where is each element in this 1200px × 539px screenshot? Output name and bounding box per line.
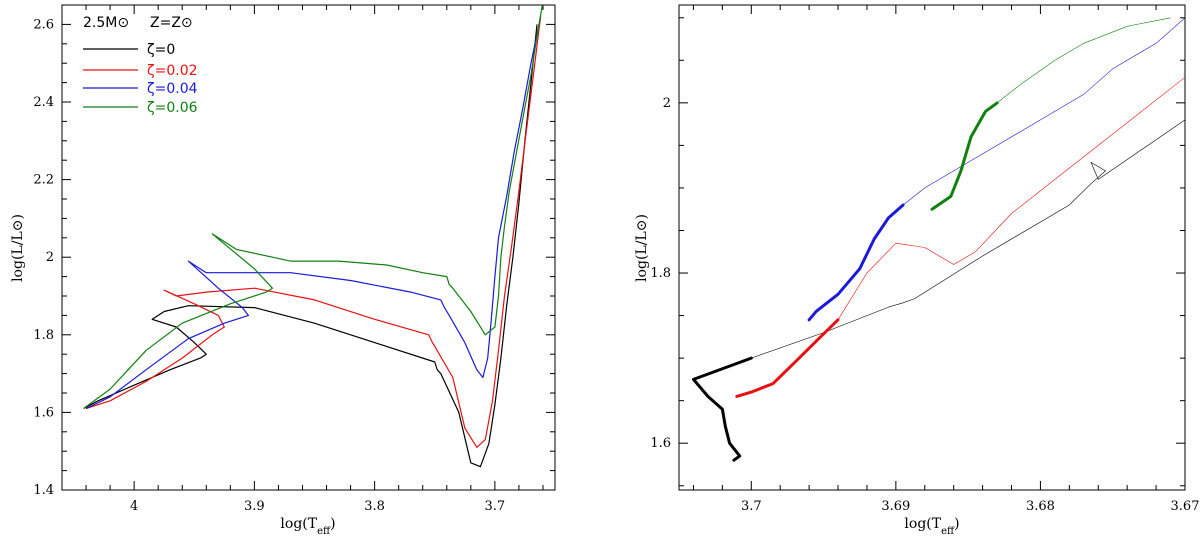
y-tick-label: 2.2 <box>33 173 54 188</box>
right-x-axis-title: log(Teff) <box>904 516 959 537</box>
y-tick-label: 1.8 <box>650 266 671 281</box>
left-panel-hr-diagram: 4 3.9 3.8 3.71.41.61.822.22.42.6 log(Teff) … <box>10 4 556 537</box>
x-tick-label: 3.8 <box>364 499 385 514</box>
series-line-2 <box>85 16 542 410</box>
series-line-1 <box>736 77 1185 397</box>
legend-label-zeta0: ζ=0 <box>147 42 175 58</box>
y-tick-label: 2 <box>663 96 671 111</box>
left-series-lines <box>83 5 543 468</box>
left-y-axis-title: log(L/L⊙) <box>10 214 26 282</box>
series-line-1 <box>85 16 542 448</box>
right-panel-zoom: 3.7 3.69 3.68 3.67 1.6 1.8 2 log(Teff) log(L/L… <box>634 4 1199 537</box>
y-tick-label: 2 <box>46 250 54 265</box>
x-tick-label: 3.68 <box>1026 499 1055 514</box>
x-tick-label: 3.7 <box>485 499 506 514</box>
right-plot-frame <box>678 4 1186 491</box>
legend-header-mass: 2.5M⊙ <box>83 15 129 31</box>
left-plot-frame <box>61 4 556 491</box>
y-tick-label: 1.6 <box>33 405 54 420</box>
left-x-axis-title: log(Teff) <box>280 516 335 537</box>
y-tick-label: 1.4 <box>33 483 54 498</box>
legend-label-zeta004: ζ=0.04 <box>147 81 198 97</box>
x-tick-label: 3.9 <box>244 499 265 514</box>
left-ticks: 4 3.9 3.8 3.7 1.4 1.6 1.8 2 2.2 2.4 2.6 <box>33 4 555 514</box>
legend: ζ=0 ζ=0.02 ζ=0.04 ζ=0.06 <box>83 42 198 116</box>
series-line-0 <box>693 119 1185 461</box>
series-thick-segment-0 <box>692 356 753 462</box>
y-tick-label: 1.8 <box>33 328 54 343</box>
series-thick-segment-2 <box>807 203 905 322</box>
y-tick-label: 2.6 <box>33 17 54 32</box>
right-ticks: 3.7 3.69 3.68 3.67 1.6 1.8 2 <box>650 5 1199 514</box>
series-thick-segment-3 <box>930 101 999 211</box>
series-line-2 <box>808 17 1185 320</box>
x-tick-label: 3.67 <box>1171 499 1200 514</box>
series-line-3 <box>83 5 543 409</box>
series-line-0 <box>83 24 538 468</box>
legend-label-zeta006: ζ=0.06 <box>147 100 198 116</box>
x-tick-label: 4 <box>130 499 138 514</box>
right-y-axis-title: log(L/L⊙) <box>634 214 650 282</box>
y-tick-label: 2.4 <box>33 95 54 110</box>
x-tick-label: 3.69 <box>881 499 910 514</box>
right-series-lines <box>692 17 1185 462</box>
legend-header-metallicity: Z=Z⊙ <box>150 15 193 31</box>
y-tick-label: 1.6 <box>650 436 671 451</box>
x-tick-label: 3.7 <box>741 499 762 514</box>
series-thick-segment-1 <box>735 318 840 398</box>
legend-label-zeta002: ζ=0.02 <box>147 63 198 79</box>
